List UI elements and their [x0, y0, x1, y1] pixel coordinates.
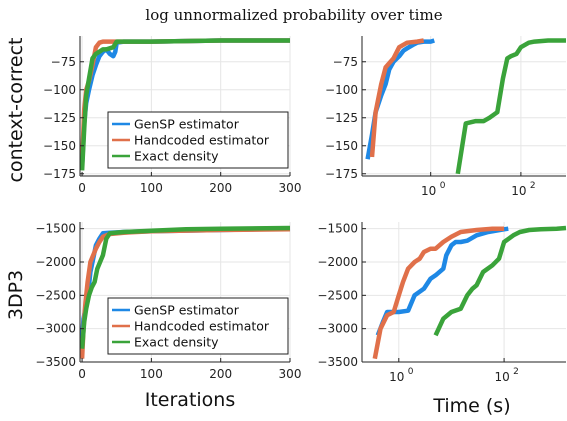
legend-box — [107, 111, 289, 169]
y-tick-label: −75 — [51, 55, 76, 69]
y-tick-label: −100 — [325, 83, 358, 97]
legend-label-handcoded-estimator: Handcoded estimator — [134, 133, 270, 148]
row-label-context-correct: context-correct — [5, 38, 27, 183]
y-tick-label: −3500 — [317, 355, 358, 369]
y-tick-label: −1500 — [35, 222, 76, 236]
series-line-exact-density — [79, 225, 291, 349]
panel-bottom-right: −3500 −3000 −2500 −2000 −1500 10 0 10 2 — [317, 222, 567, 384]
x-tick-label: 0 — [78, 181, 86, 195]
y-tick-label: −2000 — [35, 255, 76, 269]
x-tick-label: 10 — [511, 184, 526, 198]
series-line-handcoded-estimator — [369, 38, 425, 158]
legend-label-exact-density: Exact density — [134, 149, 219, 164]
legend-box — [107, 297, 289, 355]
legend-label-exact-density: Exact density — [134, 335, 219, 350]
panel-top-right: −175 −150 −125 −100 −75 10 0 10 2 — [325, 36, 566, 198]
legend-label-gensp-estimator: GenSP estimator — [134, 117, 240, 132]
y-tick-label: −2500 — [317, 288, 358, 302]
x-tick-label: 10 — [494, 370, 509, 384]
x-tick-label: 300 — [279, 367, 302, 381]
x-tick-label-exponent: 0 — [440, 181, 446, 191]
x-label-iterations: Iterations — [145, 389, 236, 411]
y-tick-label: −3500 — [35, 355, 76, 369]
panel-top-left: −175 −150 −125 −100 −75 0 100 200 300 GenSP estim… — [43, 36, 301, 195]
x-tick-label-exponent: 0 — [408, 367, 414, 377]
x-tick-label: 100 — [140, 367, 163, 381]
y-tick-label: −75 — [333, 55, 358, 69]
x-tick-label: 0 — [78, 367, 86, 381]
y-tick-label: −2500 — [35, 288, 76, 302]
series-line-exact-density — [433, 225, 567, 337]
x-tick-label-exponent: 2 — [530, 181, 536, 191]
y-tick-label: −3000 — [317, 322, 358, 336]
x-tick-label: 100 — [140, 181, 163, 195]
y-tick-label: −150 — [325, 139, 358, 153]
row-label-3dp3: 3DP3 — [5, 270, 27, 320]
y-tick-label: −125 — [43, 111, 76, 125]
legend-label-handcoded-estimator: Handcoded estimator — [134, 319, 270, 334]
y-tick-label: −3000 — [35, 322, 76, 336]
y-tick-label: −2000 — [317, 255, 358, 269]
x-tick-label: 200 — [209, 181, 232, 195]
x-label-time: Time (s) — [432, 395, 510, 417]
series-line-exact-density — [455, 38, 566, 175]
legend-label-gensp-estimator: GenSP estimator — [134, 303, 240, 318]
x-tick-label: 10 — [421, 184, 436, 198]
figure-title: log unnormalized probability over time — [145, 6, 442, 24]
x-tick-label: 10 — [389, 370, 404, 384]
y-tick-label: −175 — [325, 167, 358, 181]
y-tick-label: −125 — [325, 111, 358, 125]
x-tick-label-exponent: 2 — [513, 367, 519, 377]
y-tick-label: −150 — [43, 139, 76, 153]
y-tick-label: −100 — [43, 83, 76, 97]
y-tick-label: −175 — [43, 167, 76, 181]
x-tick-label: 200 — [209, 367, 232, 381]
series-line-exact-density — [79, 38, 290, 171]
y-tick-label: −1500 — [317, 222, 358, 236]
panel-bottom-left: −3500 −3000 −2500 −2000 −1500 0 100 200 300 GenSP… — [35, 222, 301, 381]
x-tick-label: 300 — [279, 181, 302, 195]
series-line-handcoded-estimator — [372, 226, 505, 360]
